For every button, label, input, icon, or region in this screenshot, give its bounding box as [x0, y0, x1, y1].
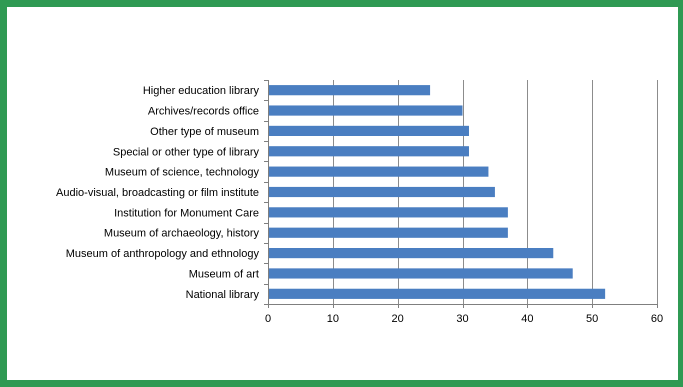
- bar-0: [269, 85, 431, 96]
- x-tick-label: 50: [586, 313, 598, 325]
- x-tick-label: 20: [392, 313, 404, 325]
- grid-layer: [264, 80, 658, 308]
- category-label: Special or other type of library: [113, 146, 260, 158]
- category-label: Museum of archaeology, history: [104, 228, 260, 240]
- bar-7: [269, 227, 508, 238]
- x-tick-label: 10: [327, 313, 339, 325]
- category-label: Higher education library: [143, 85, 260, 97]
- bar-5: [269, 186, 495, 198]
- x-tick-label: 0: [265, 313, 271, 325]
- bar-2: [269, 125, 469, 136]
- category-label: Institution for Monument Care: [114, 207, 259, 219]
- bar-10: [269, 288, 606, 299]
- bar-3: [269, 146, 469, 157]
- category-label: Museum of art: [189, 268, 259, 280]
- label-layer: 0 10 20 30 40 50 60 Higher education library Arc…: [56, 85, 663, 325]
- bar-1: [269, 105, 463, 116]
- bar-6: [269, 207, 508, 218]
- category-label: National library: [186, 289, 260, 301]
- category-label: Other type of museum: [150, 126, 259, 138]
- category-label: Archives/records office: [148, 106, 259, 118]
- x-tick-label: 40: [521, 313, 533, 325]
- category-label: Museum of anthropology and ethnology: [66, 248, 260, 260]
- x-tick-label: 30: [456, 313, 468, 325]
- bar-4: [269, 166, 489, 177]
- category-label: Museum of science, technology: [105, 167, 260, 179]
- bar-8: [269, 248, 554, 259]
- bar-9: [269, 268, 573, 279]
- category-label: Audio-visual, broadcasting or film insti…: [56, 187, 259, 199]
- x-tick-label: 60: [651, 313, 663, 325]
- bar-layer: [269, 85, 606, 299]
